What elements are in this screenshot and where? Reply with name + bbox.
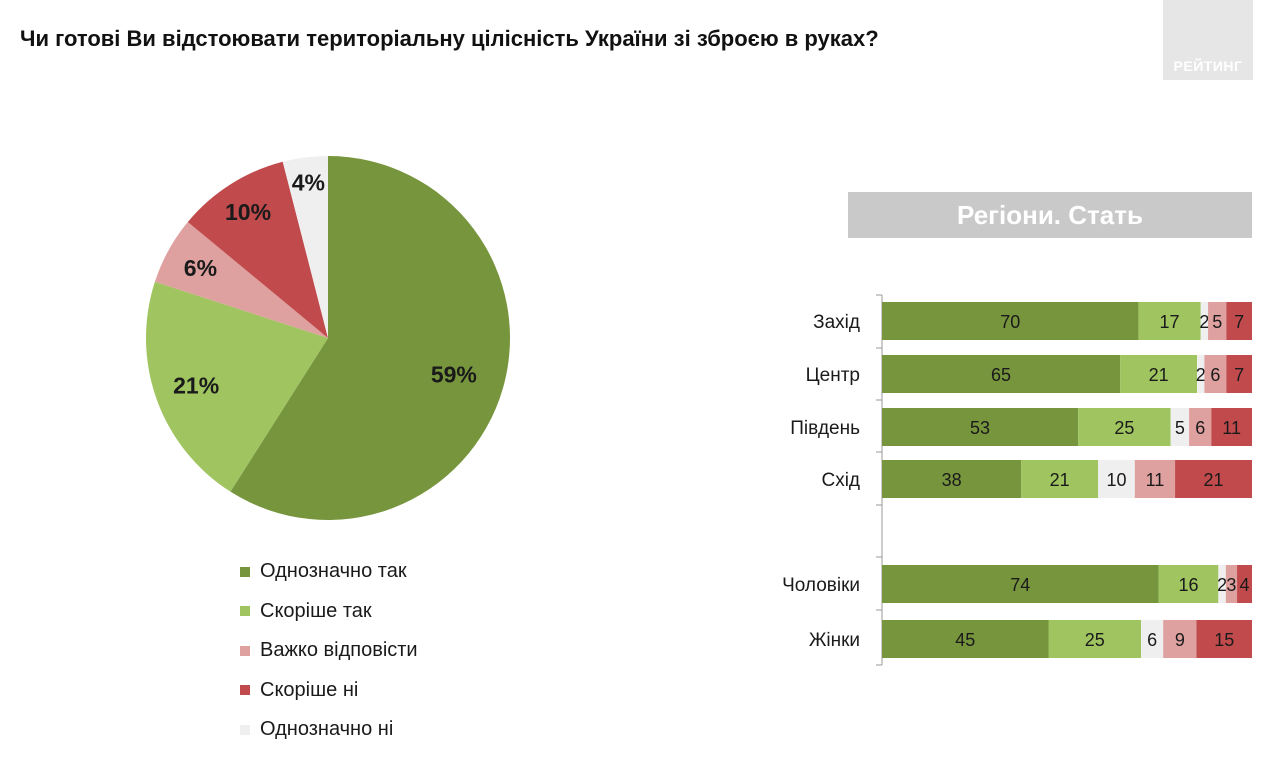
category-label: Жінки (809, 630, 860, 651)
bar-segment (1138, 302, 1201, 340)
bar-value-label: 21 (1149, 365, 1169, 385)
bar-value-label: 6 (1195, 418, 1205, 438)
chart-title: Чи готові Ви відстоювати територіальну ц… (20, 26, 879, 51)
bar-value-label: 16 (1178, 575, 1198, 595)
legend-item: Важко відповісти (240, 631, 418, 671)
bar-value-label: 70 (1000, 312, 1020, 332)
category-label: Схід (821, 470, 860, 491)
pie-slice (154, 221, 328, 338)
bar-segment (1078, 408, 1171, 446)
bar-segment (1170, 408, 1190, 446)
pie-slice (282, 156, 328, 338)
legend-swatch (240, 724, 250, 735)
legend-item: Скоріше ні (240, 671, 418, 711)
category-label: Захід (813, 312, 860, 333)
bar-chart-title: Регіони. Стать (848, 192, 1252, 238)
bar-segment (882, 620, 1049, 658)
bar-segment (882, 565, 1159, 603)
logo-text: РЕЙТИНГ (1173, 58, 1243, 74)
pie-legend: Однозначно так Скоріше так Важко відповіст… (240, 552, 418, 750)
bar-segment (1141, 620, 1164, 658)
bar-segment (1175, 460, 1252, 498)
bar-value-label: 2 (1217, 575, 1227, 595)
bar-segment (1134, 460, 1176, 498)
bar-value-label: 17 (1160, 312, 1180, 332)
bar-value-label: 15 (1214, 630, 1234, 650)
bar-value-label: 21 (1204, 470, 1224, 490)
bar-segment (1197, 355, 1205, 393)
legend-swatch (240, 645, 250, 656)
bar-value-label: 2 (1199, 312, 1209, 332)
bar-segment (1211, 408, 1252, 446)
pie-slice (230, 156, 510, 520)
bar-segment (1225, 565, 1238, 603)
bar-segment (882, 460, 1022, 498)
bar-value-label: 7 (1234, 365, 1244, 385)
legend-label: Важко відповісти (260, 639, 418, 662)
bar-segment (1189, 408, 1212, 446)
bar-value-label: 6 (1210, 365, 1220, 385)
pie-slice (146, 281, 328, 492)
bar-value-label: 21 (1050, 470, 1070, 490)
bar-segment (1218, 565, 1226, 603)
bar-value-label: 6 (1147, 630, 1157, 650)
pie-slice-label: 21% (173, 372, 219, 398)
bar-value-label: 25 (1085, 630, 1105, 650)
bar-segment (1226, 302, 1252, 340)
legend-label: Однозначно ні (260, 718, 394, 741)
pie-slice-label: 6% (184, 255, 217, 281)
legend-label: Скоріше ні (260, 678, 359, 701)
bar-segment (1208, 302, 1227, 340)
bar-segment (1163, 620, 1197, 658)
bar-segment (1204, 355, 1227, 393)
bar-value-label: 38 (942, 470, 962, 490)
bar-segment (1021, 460, 1099, 498)
bar-value-label: 53 (970, 418, 990, 438)
bar-segment (882, 408, 1079, 446)
legend-item: Однозначно ні (240, 710, 418, 750)
bar-value-label: 25 (1114, 418, 1134, 438)
bar-value-label: 7 (1234, 312, 1244, 332)
bar-value-label: 10 (1106, 470, 1126, 490)
bar-value-label: 3 (1226, 575, 1236, 595)
bar-value-label: 5 (1212, 312, 1222, 332)
legend-label: Скоріше так (260, 599, 372, 622)
category-label: Чоловіки (782, 575, 860, 596)
bar-segment (1048, 620, 1141, 658)
pie-chart: 59% 21% 6% 10% 4% (146, 156, 510, 520)
bar-segment (1158, 565, 1219, 603)
bar-value-label: 2 (1196, 365, 1206, 385)
bar-segment (1237, 565, 1252, 603)
bar-segment (882, 302, 1139, 340)
pie-slice-label: 10% (225, 199, 271, 225)
bar-value-label: 11 (1222, 418, 1241, 438)
pie-slice-label: 4% (292, 170, 325, 196)
bar-value-label: 74 (1010, 575, 1030, 595)
bar-segment (1196, 620, 1252, 658)
category-label: Центр (806, 365, 860, 386)
bar-segment (1098, 460, 1135, 498)
bar-segment (882, 355, 1121, 393)
legend-swatch (240, 606, 250, 617)
legend-item: Однозначно так (240, 552, 418, 592)
category-label: Південь (790, 418, 860, 439)
bar-segment (1120, 355, 1198, 393)
bar-value-label: 65 (991, 365, 1011, 385)
bar-value-label: 9 (1175, 630, 1185, 650)
bar-value-label: 5 (1175, 418, 1185, 438)
bar-segment (1226, 355, 1252, 393)
bar-value-label: 45 (955, 630, 975, 650)
legend-item: Скоріше так (240, 592, 418, 632)
bar-value-label: 11 (1146, 470, 1165, 490)
legend-swatch (240, 566, 250, 577)
legend-label: Однозначно так (260, 560, 407, 583)
rating-logo: РЕЙТИНГ (1163, 0, 1253, 80)
bar-value-label: 4 (1240, 575, 1250, 595)
legend-swatch (240, 685, 250, 696)
pie-slice (187, 161, 328, 338)
bar-segment (1200, 302, 1209, 340)
pie-slice-label: 59% (431, 362, 477, 388)
